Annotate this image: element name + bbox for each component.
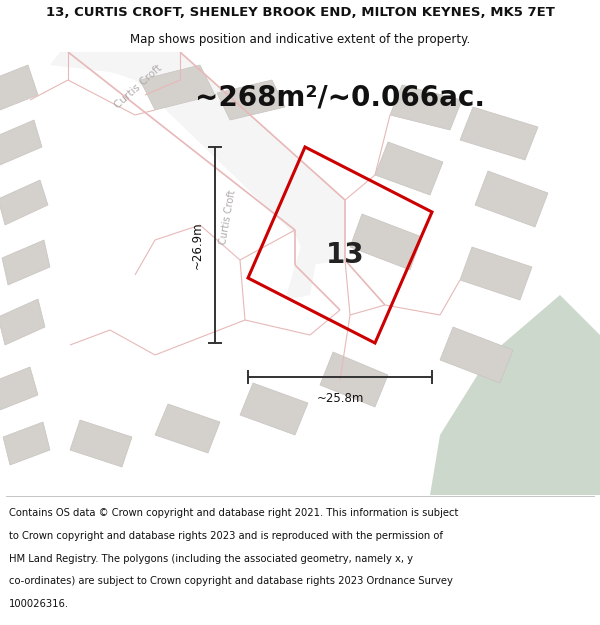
Text: 13, CURTIS CROFT, SHENLEY BROOK END, MILTON KEYNES, MK5 7ET: 13, CURTIS CROFT, SHENLEY BROOK END, MIL…: [46, 6, 554, 19]
Polygon shape: [390, 85, 462, 130]
Text: HM Land Registry. The polygons (including the associated geometry, namely x, y: HM Land Registry. The polygons (includin…: [9, 554, 413, 564]
Polygon shape: [320, 352, 388, 407]
Polygon shape: [155, 404, 220, 453]
Text: ~268m²/~0.066ac.: ~268m²/~0.066ac.: [195, 83, 485, 111]
Text: ~25.8m: ~25.8m: [316, 392, 364, 406]
Polygon shape: [3, 422, 50, 465]
Polygon shape: [460, 247, 532, 300]
Polygon shape: [460, 107, 538, 160]
Polygon shape: [375, 142, 443, 195]
Polygon shape: [0, 65, 38, 110]
Text: ~26.9m: ~26.9m: [191, 221, 203, 269]
Text: Curtis Croft: Curtis Croft: [218, 189, 238, 245]
Polygon shape: [0, 120, 42, 165]
Polygon shape: [240, 383, 308, 435]
Polygon shape: [0, 299, 45, 345]
Polygon shape: [50, 52, 330, 215]
Polygon shape: [430, 295, 600, 495]
Text: co-ordinates) are subject to Crown copyright and database rights 2023 Ordnance S: co-ordinates) are subject to Crown copyr…: [9, 576, 453, 586]
Polygon shape: [217, 80, 285, 120]
Polygon shape: [140, 65, 215, 110]
Polygon shape: [285, 185, 330, 300]
Polygon shape: [475, 171, 548, 227]
Text: 13: 13: [326, 241, 364, 269]
Text: Curtis Croft: Curtis Croft: [112, 63, 164, 111]
Polygon shape: [350, 214, 422, 270]
Text: Contains OS data © Crown copyright and database right 2021. This information is : Contains OS data © Crown copyright and d…: [9, 508, 458, 518]
Polygon shape: [2, 240, 50, 285]
Polygon shape: [440, 327, 513, 383]
Polygon shape: [70, 420, 132, 467]
Polygon shape: [60, 52, 345, 265]
Text: 100026316.: 100026316.: [9, 599, 69, 609]
Text: Map shows position and indicative extent of the property.: Map shows position and indicative extent…: [130, 32, 470, 46]
Text: to Crown copyright and database rights 2023 and is reproduced with the permissio: to Crown copyright and database rights 2…: [9, 531, 443, 541]
Polygon shape: [0, 367, 38, 410]
Polygon shape: [0, 180, 48, 225]
